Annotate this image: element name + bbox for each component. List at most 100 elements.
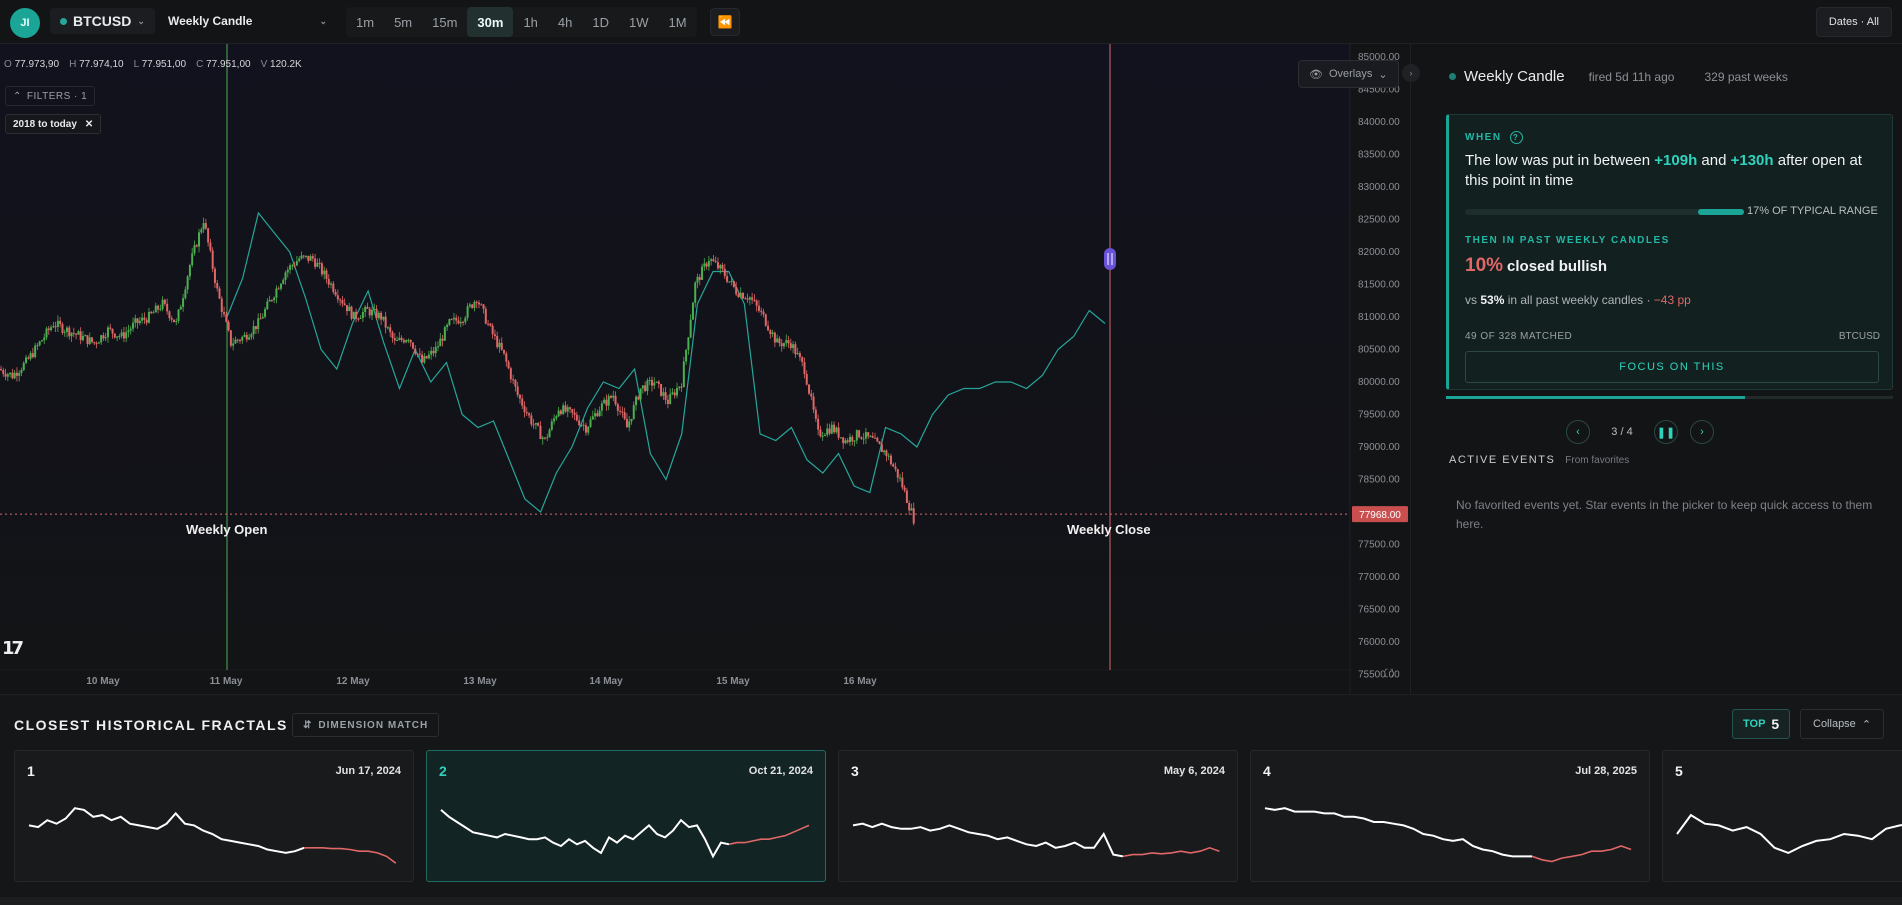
rewind-button[interactable]: ⏪ (710, 8, 740, 36)
candle-body (883, 450, 886, 453)
prev-button[interactable]: ‹ (1566, 420, 1590, 444)
candle-body (685, 349, 688, 362)
candle-body (701, 266, 704, 280)
dimension-match-button[interactable]: ⇵ DIMENSION MATCH (292, 713, 440, 737)
price-tick-label: 76000.00 (1358, 637, 1400, 648)
price-tick-label: 82000.00 (1358, 247, 1400, 258)
overlays-button[interactable]: 👁 Overlays ⌄ (1298, 60, 1399, 88)
candle-body (482, 304, 485, 309)
collapse-button[interactable]: Collapse ⌃ (1800, 709, 1885, 739)
candle-body (764, 314, 767, 326)
time-tick-label: 14 May (589, 676, 623, 687)
chart-canvas[interactable]: 75500.00 76000.00 76500.00 77000.00 77500.00… (0, 44, 1410, 694)
candle-body (93, 341, 96, 344)
price-tick-label: 84000.00 (1358, 117, 1400, 128)
candle-body (254, 326, 257, 330)
next-button[interactable]: › (1690, 420, 1714, 444)
candle-body (186, 276, 189, 290)
candle-body (398, 337, 401, 340)
candle-body (305, 255, 307, 257)
dates-filter-button[interactable]: Dates · All (1815, 7, 1892, 37)
candle-body (343, 303, 346, 306)
pause-button[interactable]: ❚❚ (1654, 420, 1678, 444)
candle-body (518, 394, 521, 399)
candle-body (557, 410, 560, 417)
candle-body (327, 278, 330, 285)
focus-button[interactable]: FOCUS ON THIS (1465, 351, 1879, 383)
candle-body (414, 348, 417, 354)
candle-body (111, 328, 114, 334)
candle-body (81, 335, 84, 341)
candle-body (464, 317, 467, 323)
candle-body (639, 388, 642, 400)
candle-body (43, 337, 46, 341)
fractal-card[interactable]: 1 Jun 17, 2024 (14, 750, 414, 882)
price-chart[interactable]: 75500.00 76000.00 76500.00 77000.00 77500.00… (0, 44, 1410, 694)
candle-body (200, 229, 203, 233)
timeframe-1m[interactable]: 1m (356, 14, 375, 30)
candle-body (732, 281, 735, 287)
fullscreen-icon[interactable]: ⛶ (1385, 668, 1393, 680)
candle-body (819, 429, 822, 437)
candle-body (628, 421, 631, 428)
help-icon[interactable]: ? (1509, 131, 1523, 144)
candle-body (569, 407, 572, 410)
panel-collapse-button[interactable]: › (1402, 64, 1420, 82)
candle-body (671, 392, 674, 394)
candle-body (389, 327, 392, 333)
fractal-sparkline (28, 807, 397, 864)
candle-body (373, 308, 376, 310)
candle-body (844, 440, 847, 444)
candle-body (122, 332, 125, 339)
candle-body (776, 338, 779, 343)
close-icon[interactable]: ✕ (84, 118, 94, 130)
pager-label: 3 / 4 (1611, 426, 1633, 438)
candle-body (682, 361, 685, 388)
candle-body (138, 320, 141, 324)
avatar[interactable]: JI (10, 8, 40, 38)
fractal-card[interactable]: 5 (1662, 750, 1902, 882)
candle-body (95, 343, 98, 345)
fractal-card[interactable]: 4 Jul 28, 2025 (1250, 750, 1650, 882)
timeframe-1h[interactable]: 1h (523, 14, 538, 30)
candle-body (31, 353, 34, 358)
ohlc-readout: O 77.973,90 H 77.974,10 L 77.951,00 C 77… (4, 59, 302, 70)
candle-body (86, 335, 89, 345)
candle-body (4, 373, 7, 377)
date-range-chip[interactable]: 2018 to today ✕ (5, 114, 102, 134)
fractal-card[interactable]: 2 Oct 21, 2024 (426, 750, 826, 882)
rewind-icon: ⏪ (717, 15, 733, 29)
candle-body (400, 337, 403, 341)
candle-body (644, 385, 647, 392)
fractal-date: Jul 28, 2025 (1575, 765, 1637, 777)
timeframe-1M[interactable]: 1M (668, 14, 687, 30)
candle-body (612, 395, 615, 398)
filters-toggle[interactable]: ⌃ FILTERS · 1 (5, 86, 96, 106)
candle-body (427, 354, 430, 359)
candle-body (359, 317, 362, 319)
candle-body (751, 297, 754, 300)
candle-body (594, 413, 597, 417)
candle-body (503, 349, 506, 354)
candle-body (443, 327, 446, 341)
timeframe-1W[interactable]: 1W (629, 14, 649, 30)
tradingview-logo-icon[interactable]: 17 (2, 638, 24, 659)
candle-body (270, 299, 273, 301)
fractal-card[interactable]: 3 May 6, 2024 (838, 750, 1238, 882)
candle-body (878, 441, 881, 445)
candle-body (678, 386, 681, 388)
event-selector[interactable]: Weekly Candle ⌄ (160, 8, 335, 34)
candle-body (839, 437, 842, 439)
event-header: Weekly Candle fired 5d 11h ago 329 past … (1449, 68, 1788, 85)
top-n-selector[interactable]: TOP 5 (1732, 709, 1791, 739)
timeframe-5m[interactable]: 5m (394, 14, 413, 30)
fractal-sparkline (1676, 813, 1902, 854)
timeframe-4h[interactable]: 4h (557, 14, 573, 30)
candle-body (18, 372, 21, 376)
timeframe-1D[interactable]: 1D (592, 14, 610, 30)
symbol-selector[interactable]: BTCUSD ⌄ (50, 8, 155, 34)
candle-body (11, 372, 14, 379)
timeframe-15m[interactable]: 15m (432, 14, 458, 30)
timeframe-30m[interactable]: 30m (467, 7, 514, 37)
candle-body (91, 337, 94, 342)
